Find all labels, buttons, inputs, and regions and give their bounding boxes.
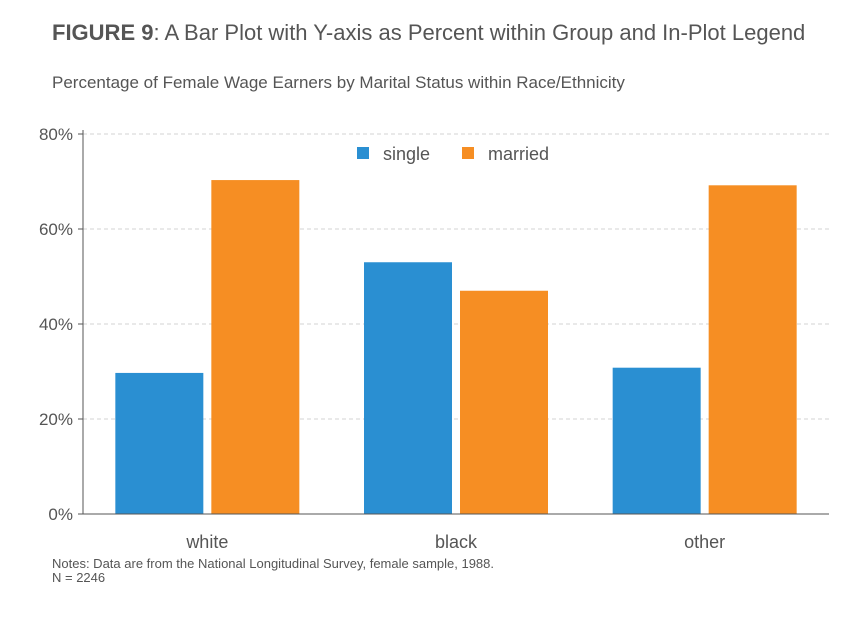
y-tick-label: 20% [39, 410, 73, 429]
x-tick-label: white [185, 532, 228, 552]
bar-single-white [115, 372, 204, 514]
x-tick-label: black [435, 532, 478, 552]
notes-sample-size: N = 2246 [52, 570, 106, 585]
figure-title: FIGURE 9: A Bar Plot with Y-axis as Perc… [52, 20, 805, 46]
legend-swatch-married [462, 147, 474, 159]
figure-title-text: : A Bar Plot with Y-axis as Percent with… [153, 20, 806, 45]
y-tick-label: 80% [39, 125, 73, 144]
bar-married-other [708, 185, 797, 515]
bar-chart: 0% 20% 40% 60% 80% white black other single marri… [39, 125, 829, 552]
legend-label-married: married [488, 144, 549, 164]
bar-married-black [460, 290, 548, 514]
figure-label: FIGURE 9 [52, 20, 154, 45]
bar-married-white [211, 180, 300, 514]
y-tick-label: 40% [39, 315, 73, 334]
chart-subtitle: Percentage of Female Wage Earners by Mar… [52, 73, 625, 92]
bar-single-other [612, 367, 701, 514]
legend-label-single: single [383, 144, 430, 164]
bar-single-black [364, 262, 452, 514]
y-tick-label: 0% [48, 505, 73, 524]
y-tick-label: 60% [39, 220, 73, 239]
chart-notes: Notes: Data are from the National Longit… [52, 557, 494, 585]
legend-swatch-single [357, 147, 369, 159]
notes-source: Notes: Data are from the National Longit… [52, 556, 494, 571]
x-tick-label: other [684, 532, 725, 552]
